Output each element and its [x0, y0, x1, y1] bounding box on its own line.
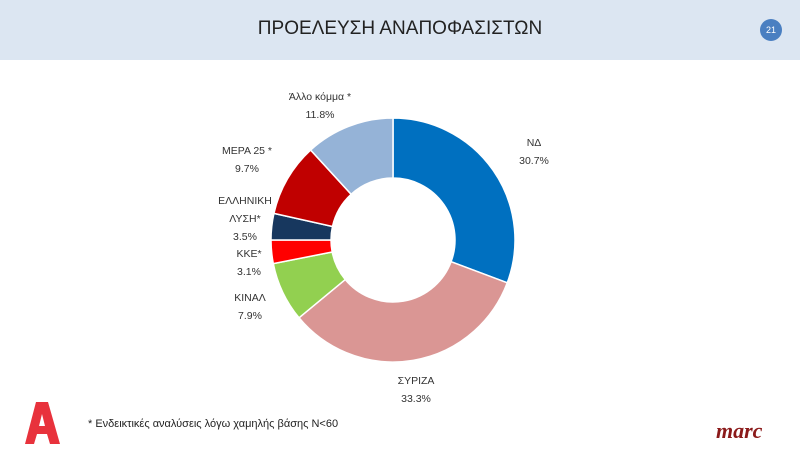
label-allo: Άλλο κόμμα * 11.8% — [288, 91, 352, 121]
page-number: 21 — [760, 19, 782, 41]
header-bar: ΠΡΟΕΛΕΥΣΗ ΑΝΑΠΟΦΑΣΙΣΤΩΝ 21 — [0, 0, 800, 60]
slice-0 — [392, 117, 516, 284]
footnote: * Ενδεικτικές αναλύσεις λόγω χαμηλής βάσ… — [88, 418, 339, 430]
label-nd: ΝΔ 30.7% — [519, 137, 549, 167]
marc-logo: marc — [716, 418, 763, 443]
label-elliniki-lysi: ΕΛΛΗΝΙΚΗ ΛΥΣΗ* 3.5% — [218, 195, 272, 243]
label-kinal: ΚΙΝΑΛ 7.9% — [234, 292, 266, 322]
label-kke: ΚΚΕ* 3.1% — [236, 248, 262, 278]
label-mera25: ΜΕΡΑ 25 * 9.7% — [222, 145, 272, 175]
slice-1 — [297, 260, 509, 363]
label-syriza: ΣΥΡΙΖΑ 33.3% — [397, 375, 435, 405]
alpha-logo — [25, 402, 60, 444]
slice-6 — [309, 117, 394, 196]
page-title: ΠΡΟΕΛΕΥΣΗ ΑΝΑΠΟΦΑΣΙΣΤΩΝ — [257, 18, 543, 39]
